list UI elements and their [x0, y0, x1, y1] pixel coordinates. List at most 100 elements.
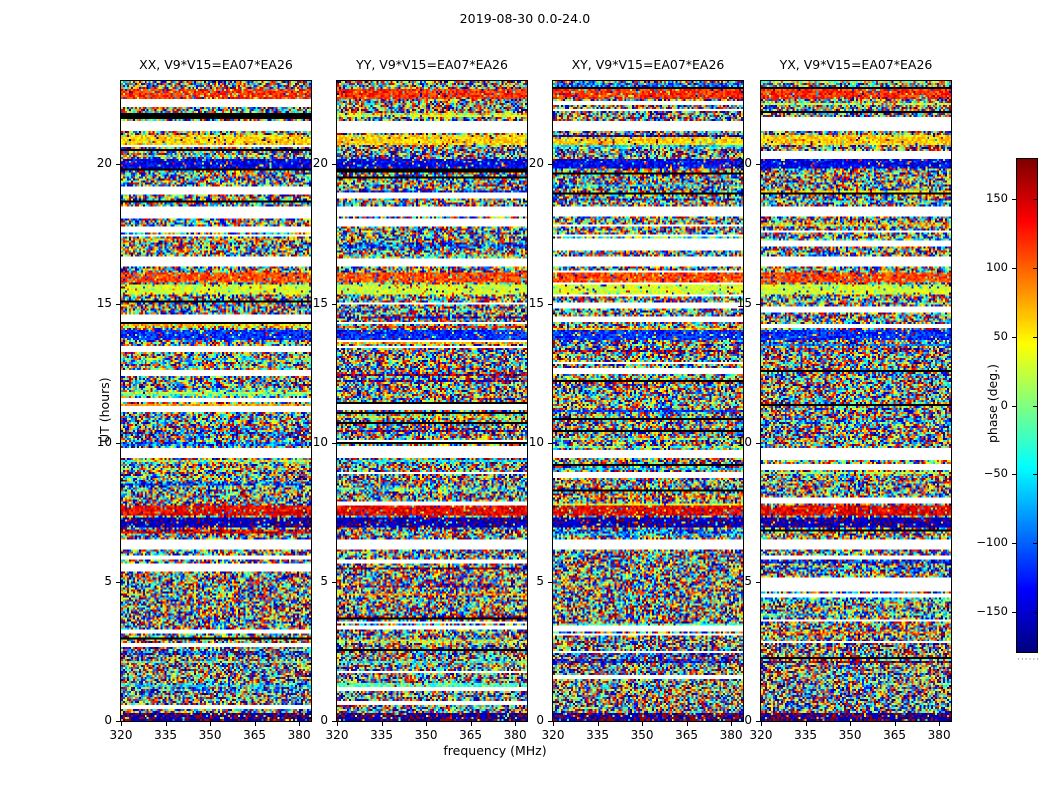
y-tick-label: 20 — [736, 156, 752, 171]
x-tick-label: 335 — [794, 728, 817, 742]
y-tick-label: 15 — [96, 295, 112, 310]
y-axis-label: UT (hours) — [97, 377, 112, 443]
y-tick-mark — [332, 164, 336, 166]
x-tick-mark — [731, 722, 733, 726]
colorbar-tick-label: −50 — [983, 466, 1008, 481]
y-tick-mark — [116, 164, 120, 166]
y-tick-label: 20 — [528, 156, 544, 171]
x-tick-label: 365 — [459, 728, 483, 742]
colorbar-tick-mark — [1012, 611, 1016, 613]
y-tick-label: 15 — [528, 295, 544, 310]
x-tick-mark — [426, 722, 428, 726]
x-tick-mark — [894, 722, 896, 726]
colorbar-tick-label: 100 — [986, 260, 1008, 274]
panel-title-xy: XY, V9*V15=EA07*EA26 — [571, 57, 725, 72]
y-tick-mark — [548, 164, 552, 166]
y-tick-mark — [548, 721, 552, 722]
colorbar-tick-label: 150 — [986, 191, 1008, 206]
y-tick-label: 5 — [536, 573, 544, 588]
y-tick-mark — [756, 303, 760, 305]
x-tick-mark — [642, 722, 644, 726]
y-tick-label: 5 — [320, 573, 328, 588]
waterfall-panel-yy[interactable] — [336, 80, 528, 722]
x-tick-label: 335 — [154, 728, 177, 742]
y-tick-label: 0 — [104, 713, 112, 727]
x-tick-label: 350 — [838, 728, 862, 742]
x-tick-mark — [121, 722, 122, 726]
colorbar-tick-mark-inner — [1033, 199, 1037, 201]
x-tick-label: 380 — [503, 728, 527, 742]
panel-title-yx: YX, V9*V15=EA07*EA26 — [779, 57, 933, 72]
waterfall-panel-xx[interactable] — [120, 80, 312, 722]
x-tick-label: 320 — [541, 728, 565, 742]
y-tick-label: 10 — [736, 434, 752, 449]
x-tick-label: 320 — [749, 728, 773, 742]
y-tick-label: 10 — [312, 434, 328, 449]
colorbar-tick-mark-inner — [1033, 611, 1037, 613]
x-tick-mark — [381, 722, 383, 726]
y-tick-label: 0 — [320, 713, 328, 727]
figure-suptitle: 2019-08-30 0.0-24.0 — [459, 11, 591, 26]
y-tick-label: 5 — [744, 573, 752, 588]
x-tick-mark — [470, 722, 472, 726]
x-tick-label: 335 — [370, 728, 393, 742]
colorbar-under-marker: ······ — [1017, 655, 1041, 665]
x-tick-label: 380 — [719, 728, 743, 742]
panel-title-yy: YY, V9*V15=EA07*EA26 — [356, 57, 508, 72]
y-tick-label: 15 — [736, 295, 752, 310]
colorbar-tick-label: −150 — [976, 603, 1008, 618]
y-tick-label: 10 — [528, 434, 544, 449]
x-tick-label: 320 — [325, 728, 349, 742]
y-tick-label: 0 — [744, 713, 752, 727]
waterfall-panel-yx[interactable] — [760, 80, 952, 722]
x-tick-mark — [337, 722, 338, 726]
x-tick-label: 350 — [414, 728, 438, 742]
x-tick-mark — [254, 722, 256, 726]
y-tick-mark — [756, 581, 760, 583]
y-tick-mark — [332, 581, 336, 583]
x-tick-label: 350 — [630, 728, 654, 742]
x-tick-mark — [761, 722, 762, 726]
y-tick-mark — [756, 164, 760, 166]
y-tick-mark — [756, 721, 760, 722]
colorbar-tick-mark — [1012, 268, 1016, 269]
x-tick-label: 365 — [675, 728, 699, 742]
colorbar-tick-mark — [1012, 199, 1016, 201]
x-tick-label: 320 — [109, 728, 133, 742]
colorbar-tick-mark-inner — [1033, 268, 1037, 269]
y-tick-mark — [116, 303, 120, 305]
y-tick-mark — [548, 303, 552, 305]
colorbar-tick-mark — [1012, 405, 1016, 407]
x-tick-mark — [597, 722, 599, 726]
y-tick-mark — [116, 581, 120, 583]
x-tick-mark — [850, 722, 852, 726]
y-tick-label: 20 — [96, 156, 112, 171]
colorbar-tick-mark-inner — [1033, 474, 1037, 476]
x-axis-label: frequency (MHz) — [443, 743, 547, 758]
x-tick-label: 350 — [198, 728, 222, 742]
colorbar-tick-label: 0 — [1000, 397, 1008, 412]
y-tick-label: 15 — [312, 295, 328, 310]
x-tick-mark — [299, 722, 301, 726]
x-tick-label: 365 — [243, 728, 267, 742]
colorbar-tick-mark-inner — [1033, 543, 1037, 544]
y-tick-mark — [332, 721, 336, 722]
x-tick-mark — [939, 722, 941, 726]
colorbar-tick-mark-inner — [1033, 336, 1037, 338]
waterfall-panel-xy[interactable] — [552, 80, 744, 722]
colorbar[interactable] — [1016, 158, 1038, 653]
colorbar-tick-mark — [1012, 543, 1016, 544]
colorbar-tick-mark-inner — [1033, 405, 1037, 407]
y-tick-label: 5 — [104, 573, 112, 588]
y-tick-label: 10 — [96, 434, 112, 449]
x-tick-mark — [165, 722, 167, 726]
colorbar-tick-label: −100 — [976, 535, 1008, 549]
x-tick-mark — [805, 722, 807, 726]
y-tick-mark — [548, 442, 552, 444]
panel-title-xx: XX, V9*V15=EA07*EA26 — [139, 57, 293, 72]
y-tick-label: 20 — [312, 156, 328, 171]
y-tick-mark — [332, 303, 336, 305]
x-tick-mark — [515, 722, 517, 726]
y-tick-mark — [332, 442, 336, 444]
